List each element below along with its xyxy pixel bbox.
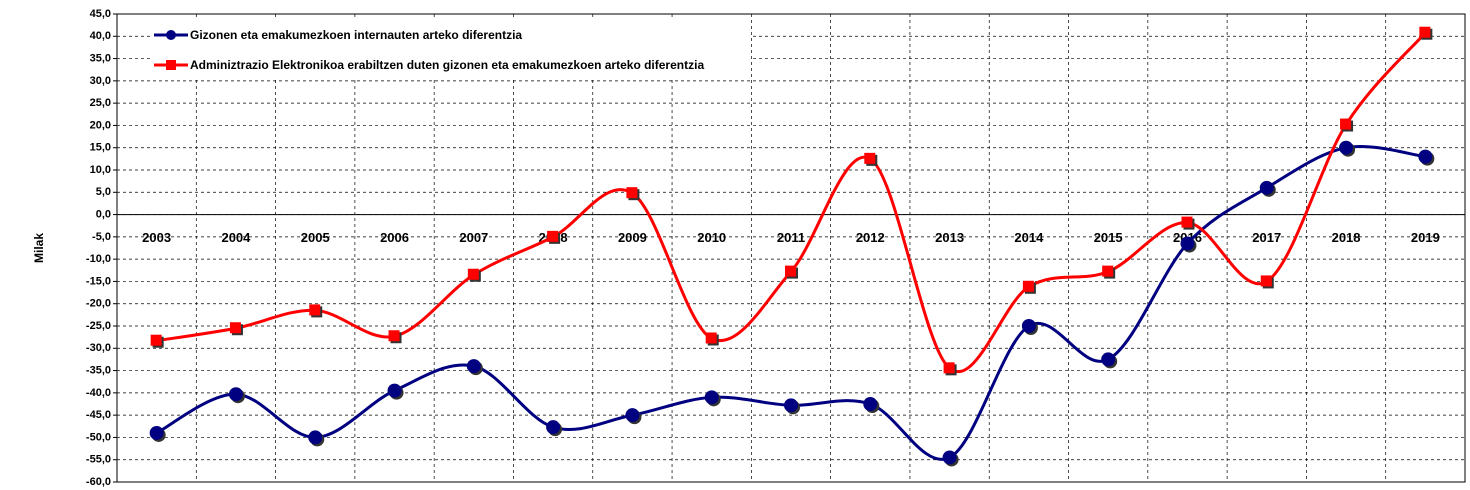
marker xyxy=(309,304,321,316)
y-tick-label: -25,0 xyxy=(86,320,111,332)
marker xyxy=(1021,319,1036,333)
marker xyxy=(942,450,957,465)
y-tick-label: 25,0 xyxy=(90,97,111,109)
legend-marker xyxy=(166,60,176,70)
x-tick-label: 2012 xyxy=(856,230,885,245)
marker xyxy=(704,390,719,405)
y-tick-label: 10,0 xyxy=(90,164,111,176)
x-tick-label: 2013 xyxy=(935,230,964,245)
y-tick-label: 15,0 xyxy=(90,142,111,154)
x-tick-label: 2003 xyxy=(142,230,171,245)
marker xyxy=(1022,280,1034,292)
x-tick-label: 2004 xyxy=(221,230,251,245)
y-tick-label: 35,0 xyxy=(90,52,111,64)
y-tick-label: -45,0 xyxy=(86,409,111,421)
marker xyxy=(784,398,798,413)
marker xyxy=(467,268,479,280)
marker xyxy=(1101,352,1116,367)
marker xyxy=(1181,216,1193,228)
marker xyxy=(150,334,162,346)
marker xyxy=(546,420,561,435)
x-tick-label: 2009 xyxy=(618,230,647,245)
y-tick-label: -50,0 xyxy=(86,431,111,443)
x-tick-label: 2011 xyxy=(777,230,805,245)
x-tick-label: 2015 xyxy=(1094,230,1123,245)
marker xyxy=(1259,180,1274,195)
series-line xyxy=(155,145,1426,461)
legend-item: Gizonen eta emakumezkoen internauten art… xyxy=(150,27,750,43)
marker xyxy=(625,408,640,423)
x-tick-label: 2006 xyxy=(380,230,409,245)
y-tick-label: -35,0 xyxy=(86,364,111,376)
marker xyxy=(387,383,402,398)
marker xyxy=(705,332,717,344)
y-tick-label: -20,0 xyxy=(86,298,111,310)
y-tick-label: 30,0 xyxy=(90,75,111,87)
legend-marker xyxy=(166,30,176,40)
legend-symbol xyxy=(154,30,188,40)
marker xyxy=(1339,140,1354,155)
marker xyxy=(228,387,243,402)
marker xyxy=(149,425,164,440)
marker xyxy=(1260,275,1272,287)
y-tick-label: -10,0 xyxy=(86,253,111,265)
y-axis-label: Milak xyxy=(32,233,46,263)
legend-symbol xyxy=(154,60,188,70)
marker xyxy=(1340,118,1352,130)
marker xyxy=(1418,149,1433,164)
y-tick-label: -5,0 xyxy=(92,231,111,243)
legend-label: Adminiztrazio Elektronikoa erabiltzen du… xyxy=(190,58,705,72)
marker xyxy=(1180,236,1195,251)
y-tick-label: -55,0 xyxy=(86,454,111,466)
marker xyxy=(466,359,481,374)
y-tick-label: -15,0 xyxy=(86,275,111,287)
x-tick-label: 2005 xyxy=(301,230,330,245)
y-tick-label: 20,0 xyxy=(90,119,111,131)
marker xyxy=(388,330,400,342)
x-tick-label: 2007 xyxy=(459,230,488,245)
legend: Gizonen eta emakumezkoen internauten art… xyxy=(150,19,750,79)
plot-border xyxy=(116,13,1466,483)
marker xyxy=(1419,26,1431,38)
y-tick-label: 0,0 xyxy=(96,208,111,220)
x-tick-label: 2017 xyxy=(1252,230,1281,245)
y-tick-label: 40,0 xyxy=(90,30,111,42)
marker xyxy=(229,322,241,334)
legend-label: Gizonen eta emakumezkoen internauten art… xyxy=(190,28,523,42)
series-line xyxy=(156,31,1427,373)
x-tick-label: 2019 xyxy=(1411,230,1440,245)
x-tick-label: 2014 xyxy=(1014,230,1044,245)
y-tick-label: 5,0 xyxy=(96,186,111,198)
x-tick-label: 2010 xyxy=(697,230,726,245)
y-tick-label: 45,0 xyxy=(90,8,111,20)
marker xyxy=(864,152,876,164)
marker xyxy=(547,230,559,242)
marker xyxy=(863,397,878,411)
marker xyxy=(1102,265,1114,277)
y-tick-label: -60,0 xyxy=(86,476,111,488)
marker xyxy=(785,265,796,277)
marker xyxy=(943,362,955,374)
x-tick-label: 2018 xyxy=(1332,230,1361,245)
marker xyxy=(626,187,638,199)
legend-item: Adminiztrazio Elektronikoa erabiltzen du… xyxy=(150,57,750,73)
marker xyxy=(308,430,323,445)
y-tick-label: -40,0 xyxy=(86,387,111,399)
y-tick-label: -30,0 xyxy=(86,342,111,354)
